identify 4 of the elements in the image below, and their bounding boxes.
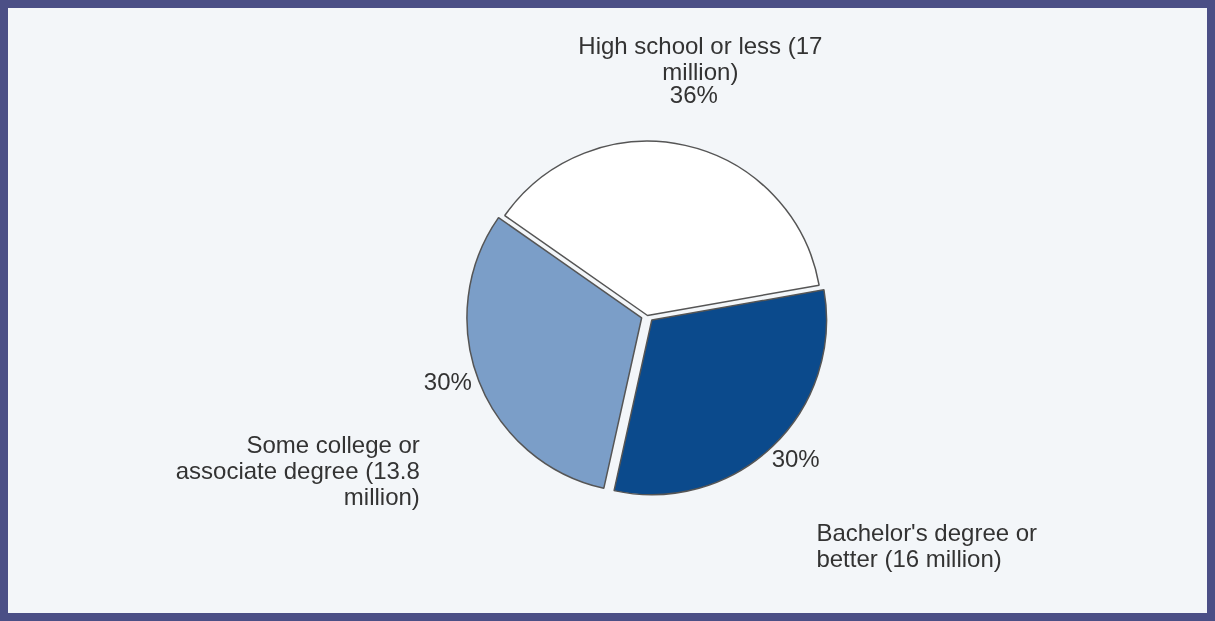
data-label: 30%: [423, 367, 472, 395]
slice-label: Some college or associate degree (13.8 million): [175, 430, 420, 510]
data-label: 30%: [771, 444, 820, 472]
slice-label: Bachelor's degree or better (16 million): [816, 518, 1038, 572]
